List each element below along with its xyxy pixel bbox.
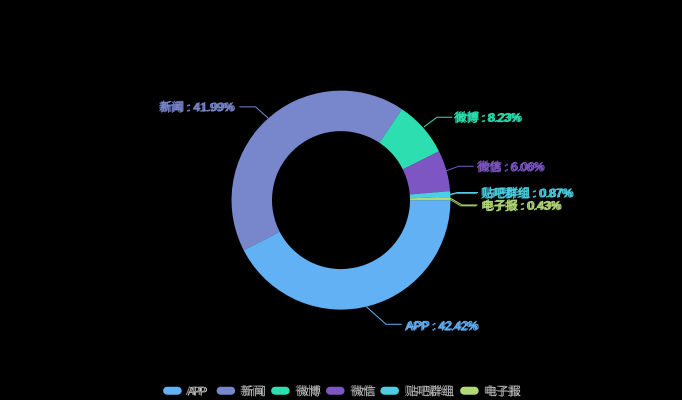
svg-text:APP: APP xyxy=(188,384,208,398)
svg-text:APP: APP xyxy=(186,384,206,398)
